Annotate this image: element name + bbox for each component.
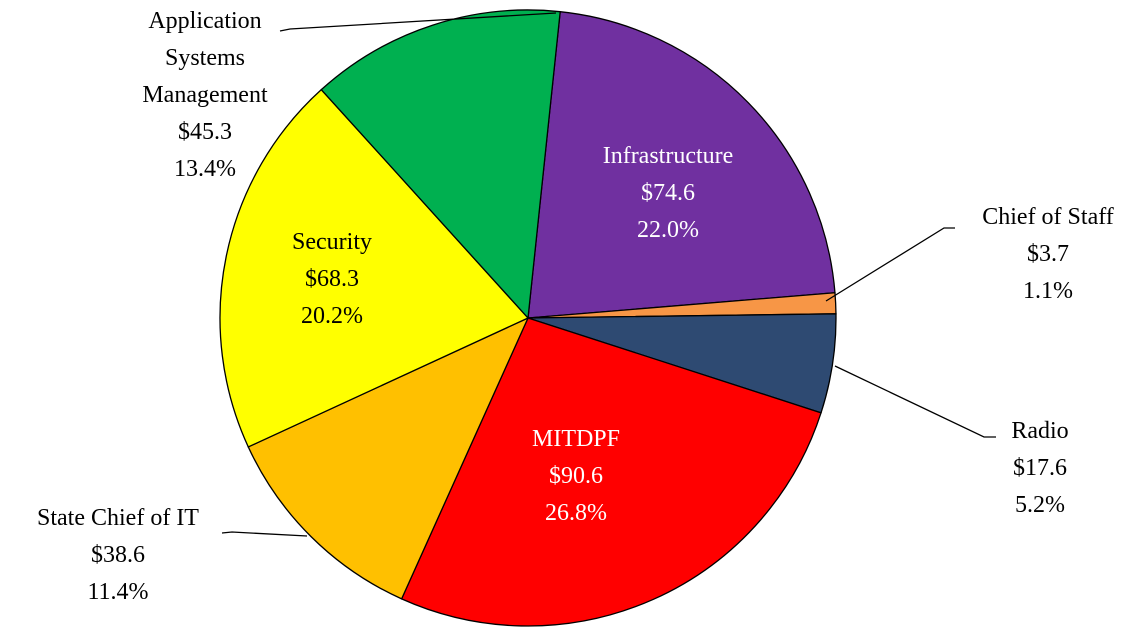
category: Application Systems Management: [142, 8, 268, 108]
pie-slice: [247, 316, 530, 600]
value-label: $68.3: [305, 266, 359, 292]
value-label: $74.6: [641, 180, 695, 206]
leader-line: [825, 227, 955, 302]
slice-label: Application Systems Management $45.3 13.4%: [130, 3, 280, 188]
slice-label: Security $68.3 20.2%: [232, 224, 432, 335]
slice-label: Infrastructure $74.6 22.0%: [538, 138, 798, 249]
value-label: $17.6: [1013, 455, 1067, 481]
pie-slice: [527, 10, 836, 319]
leader-line: [221, 531, 308, 537]
pie-slice: [219, 88, 530, 448]
category: MITDPF: [531, 426, 621, 452]
percentage-label: 20.2%: [301, 303, 363, 329]
pie-slice: [400, 317, 822, 627]
value-label: $90.6: [549, 463, 603, 489]
leader-line: [834, 365, 996, 438]
category: State Chief of IT: [37, 505, 199, 531]
category: Security: [292, 229, 372, 255]
value-label: $45.3: [178, 119, 232, 145]
percentage-label: 22.0%: [637, 217, 699, 243]
value-label: $3.7: [1027, 241, 1069, 267]
category: Chief of Staff: [982, 204, 1114, 230]
pie-slice: [320, 9, 561, 320]
category: Radio: [1011, 418, 1069, 444]
value-label: $38.6: [91, 542, 145, 568]
slice-label: State Chief of IT $38.6 11.4%: [0, 500, 238, 611]
percentage-label: 26.8%: [545, 500, 607, 526]
category: Infrastructure: [602, 143, 734, 169]
slice-label: Radio $17.6 5.2%: [960, 413, 1120, 524]
percentage-label: 11.4%: [87, 579, 149, 605]
slice-label: MITDPF $90.6 26.8%: [466, 421, 686, 532]
leader-line: [279, 12, 557, 32]
percentage-label: 13.4%: [174, 156, 236, 182]
slice-label: Chief of Staff $3.7 1.1%: [938, 199, 1143, 310]
percentage-label: 1.1%: [1023, 278, 1073, 304]
percentage-label: 5.2%: [1015, 492, 1065, 518]
